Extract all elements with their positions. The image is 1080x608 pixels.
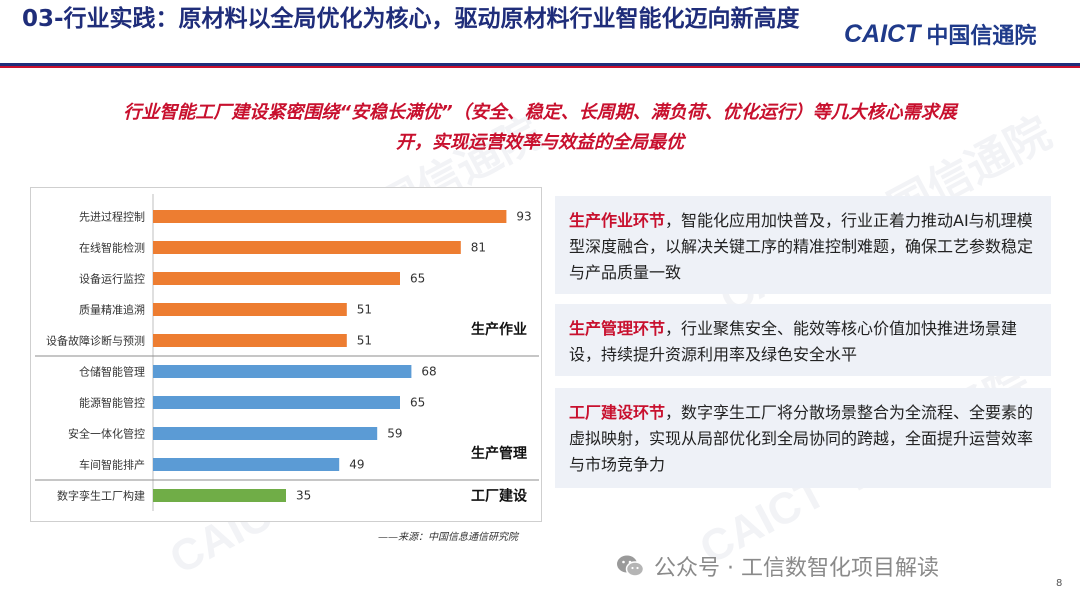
bar <box>153 396 400 409</box>
subtitle-line-1: 行业智能工厂建设紧密围绕“安稳长满优”（安全、稳定、长周期、满负荷、优化运行）等… <box>123 102 957 123</box>
category-label: 在线智能检测 <box>79 241 145 255</box>
category-label: 数字孪生工厂构建 <box>57 489 145 503</box>
data-label: 65 <box>410 396 425 410</box>
bar <box>153 427 378 440</box>
bar <box>153 272 400 285</box>
subtitle: 行业智能工厂建设紧密围绕“安稳长满优”（安全、稳定、长周期、满负荷、优化运行）等… <box>40 98 1040 158</box>
logo-cn: 中国信通院 <box>926 24 1037 49</box>
category-label: 设备故障诊断与预测 <box>46 334 145 348</box>
subtitle-line-2: 开，实现运营效率与效益的全局最优 <box>396 132 684 153</box>
card-text: ，行业聚焦安全、能效等核心价值加快推进场景建设，持续提升资源利用率及绿色安全水平 <box>569 319 1018 364</box>
page-number: 8 <box>1056 578 1063 589</box>
logo-latin: CAICT <box>844 19 921 48</box>
bar <box>153 489 286 502</box>
category-label: 能源智能管控 <box>79 396 145 410</box>
bar <box>153 303 347 316</box>
source-note: ——来源：中国信息通信研究院 <box>378 532 518 543</box>
card-production-management: 生产管理环节，行业聚焦安全、能效等核心价值加快推进场景建设，持续提升资源利用率及… <box>555 304 1051 376</box>
category-label: 先进过程控制 <box>79 210 145 224</box>
bar-chart-svg: 先进过程控制 93 在线智能检测 81 设备运行监控 65 质量精准追溯 51 设备故障诊断与预… <box>35 194 539 511</box>
category-label: 质量精准追溯 <box>79 303 145 317</box>
header-rule-blue <box>0 63 1080 66</box>
data-label: 65 <box>410 272 425 286</box>
wechat-icon <box>616 554 645 578</box>
category-label: 设备运行监控 <box>79 272 145 286</box>
card-highlight: 工厂建设环节 <box>569 403 666 422</box>
group-label: 生产管理 <box>471 445 527 462</box>
bar <box>153 334 347 347</box>
header-title: 03-行业实践：原材料以全局优化为核心，驱动原材料行业智能化迈向新高度 <box>22 6 800 32</box>
card-text: ，数字孪生工厂将分散场景整合为全流程、全要素的虚拟映射，实现从局部优化到全局协同… <box>569 403 1034 474</box>
group-label: 生产作业 <box>471 321 527 338</box>
card-text: ，智能化应用加快普及，行业正着力推动AI与机理模型深度融合，以解决关键工序的精准… <box>569 211 1034 282</box>
data-label: 59 <box>387 427 402 441</box>
bar-chart: 先进过程控制 93 在线智能检测 81 设备运行监控 65 质量精准追溯 51 设备故障诊断与预… <box>30 187 542 522</box>
data-label: 81 <box>471 241 486 255</box>
card-factory-construction: 工厂建设环节，数字孪生工厂将分散场景整合为全流程、全要素的虚拟映射，实现从局部优… <box>555 388 1051 488</box>
bar <box>153 241 461 254</box>
card-production-operation: 生产作业环节，智能化应用加快普及，行业正着力推动AI与机理模型深度融合，以解决关… <box>555 196 1051 294</box>
data-label: 51 <box>357 334 372 348</box>
category-label: 车间智能排产 <box>79 458 145 472</box>
bar <box>153 458 340 471</box>
data-label: 35 <box>296 489 311 503</box>
header-rule-red <box>0 66 1080 68</box>
bar <box>153 210 507 223</box>
wechat-footer: 公众号 · 工信数智化项目解读 <box>616 548 939 584</box>
wechat-text: 公众号 · 工信数智化项目解读 <box>654 556 939 581</box>
data-label: 51 <box>357 303 372 317</box>
card-highlight: 生产作业环节 <box>569 211 666 230</box>
group-label: 工厂建设 <box>471 488 528 505</box>
category-label: 安全一体化管控 <box>68 427 145 441</box>
data-label: 68 <box>421 365 436 379</box>
category-label: 仓储智能管理 <box>79 365 145 379</box>
card-highlight: 生产管理环节 <box>569 319 666 338</box>
bar <box>153 365 412 378</box>
data-label: 49 <box>349 458 364 472</box>
data-label: 93 <box>516 210 531 224</box>
caict-logo: CAICT 中国信通院 <box>844 14 1036 54</box>
